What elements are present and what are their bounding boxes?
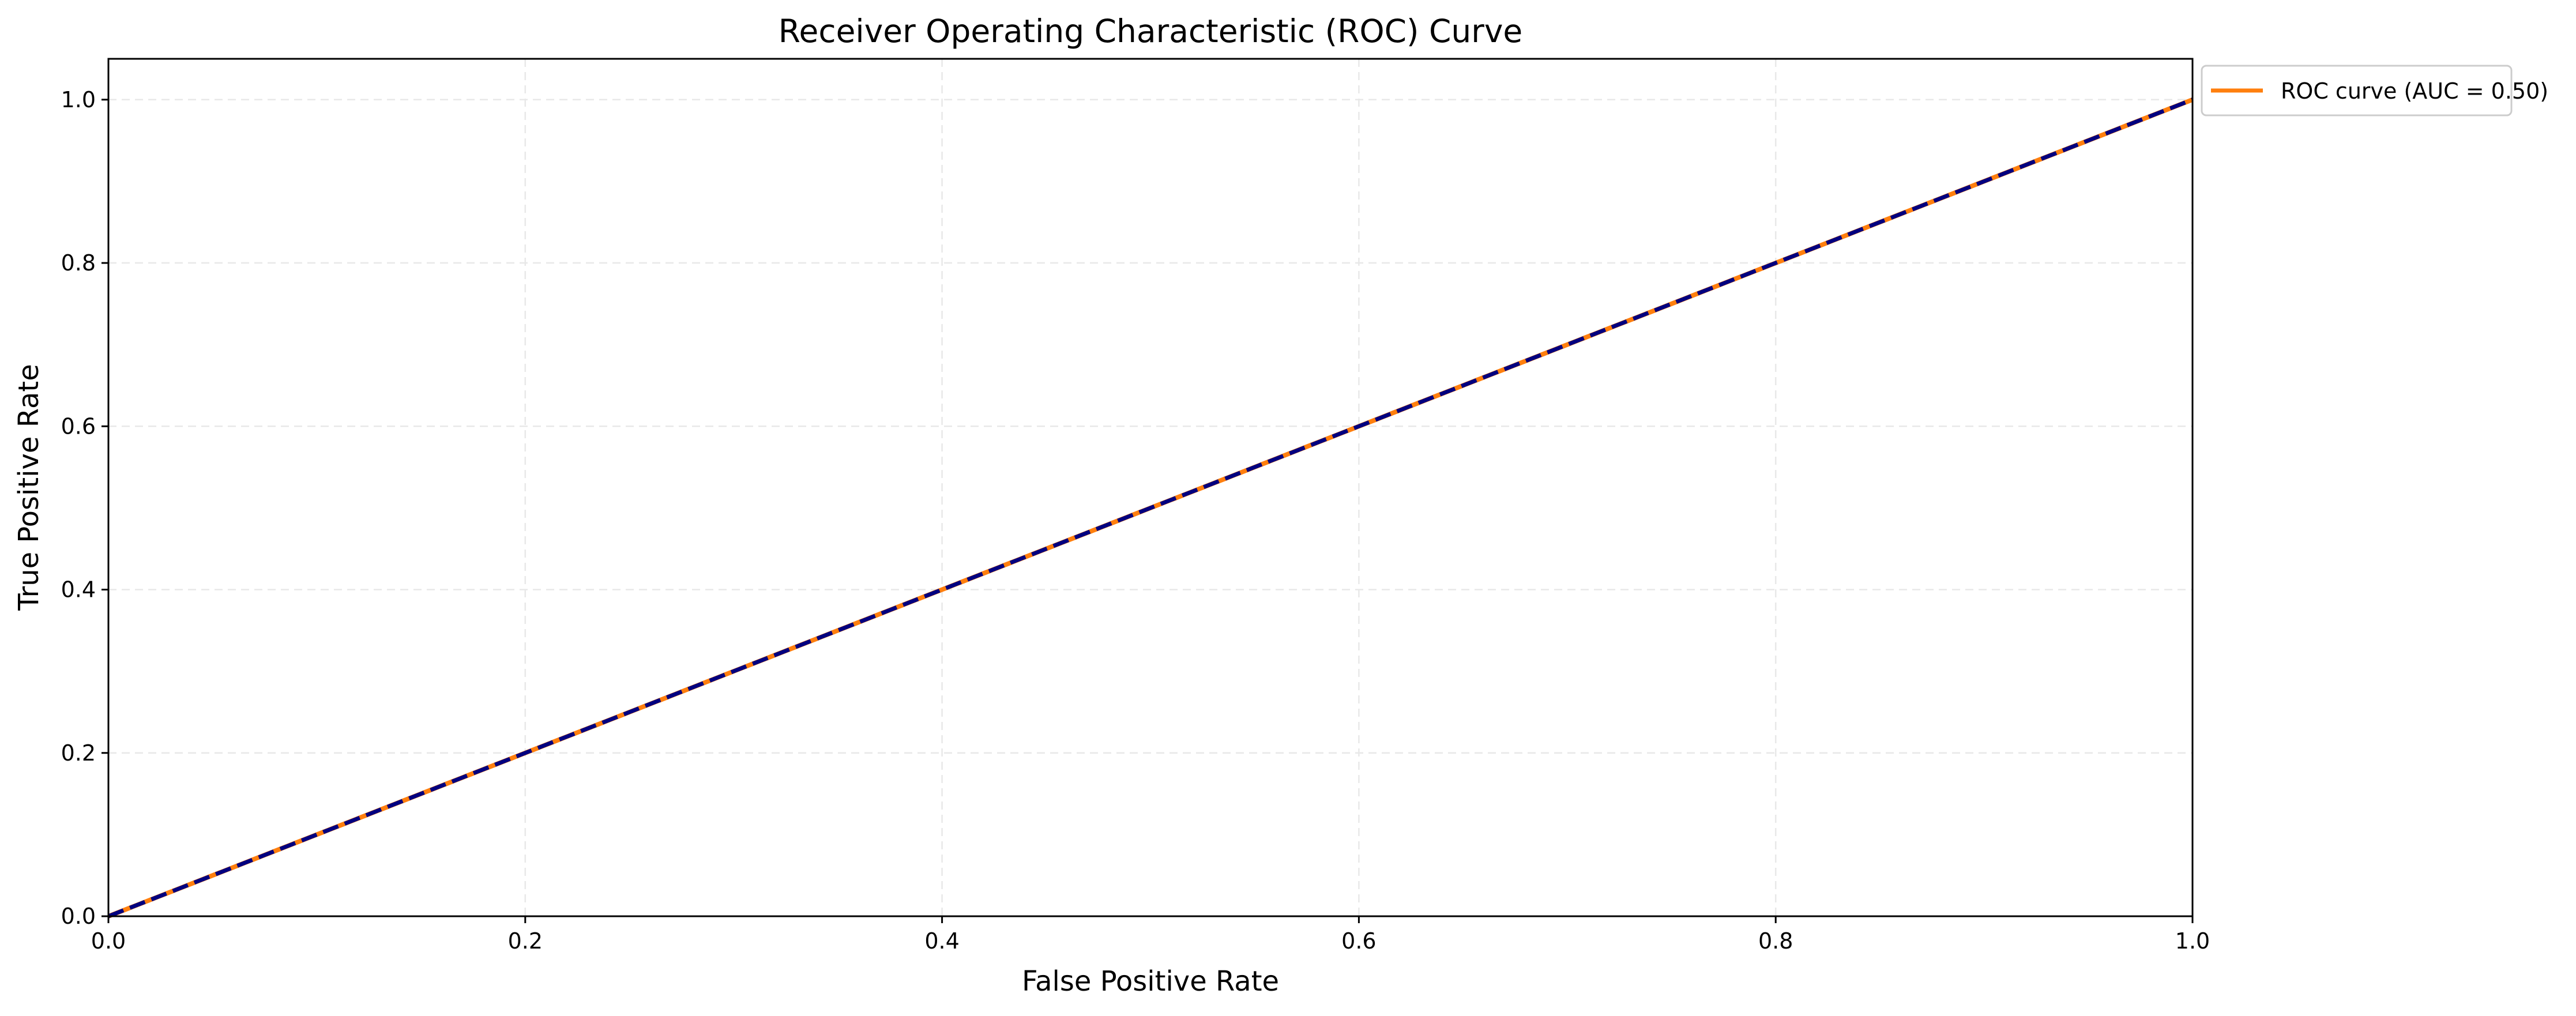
x-axis-label: False Positive Rate [1022, 965, 1279, 998]
x-axis-ticks: 0.0 0.2 0.4 0.6 0.8 1.0 [91, 916, 2210, 954]
y-tick-label-5: 1.0 [61, 87, 96, 112]
y-tick-label-4: 0.8 [61, 250, 96, 276]
y-tick-label-1: 0.2 [61, 740, 96, 766]
y-tick-label-2: 0.4 [61, 577, 96, 603]
series-line-1 [107, 97, 2194, 919]
y-tick-label-3: 0.6 [61, 413, 96, 439]
y-axis-ticks: 0.0 0.2 0.4 0.6 0.8 1.0 [61, 87, 108, 929]
legend-label-roc: ROC curve (AUC = 0.50) [2281, 78, 2548, 104]
y-axis-label: True Positive Rate [13, 364, 45, 611]
x-tick-label-5: 1.0 [2175, 928, 2210, 954]
data-series [107, 97, 2194, 919]
legend: ROC curve (AUC = 0.50) [2201, 65, 2548, 116]
x-tick-label-4: 0.8 [1758, 928, 1793, 954]
y-tick-label-0: 0.0 [61, 904, 96, 929]
legend-box [2201, 65, 2513, 116]
x-tick-label-2: 0.4 [924, 928, 959, 954]
x-tick-label-1: 0.2 [508, 928, 543, 954]
x-tick-label-3: 0.6 [1341, 928, 1376, 954]
plot-frame [107, 58, 2194, 917]
chart-title: Receiver Operating Characteristic (ROC) … [779, 13, 1523, 50]
x-tick-label-0: 0.0 [91, 928, 126, 954]
